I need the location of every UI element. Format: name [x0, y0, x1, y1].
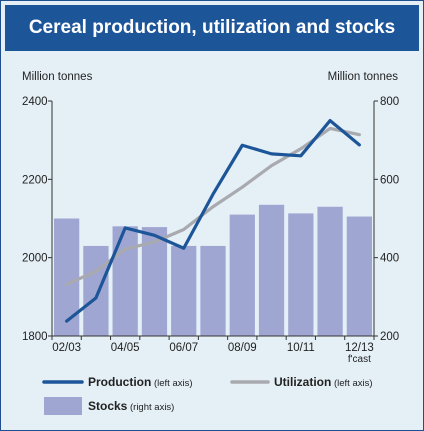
right-tick-label-400: 400	[380, 253, 399, 265]
left-tick-label-2000: 2000	[22, 253, 48, 265]
stocks-bar-12-13	[346, 216, 372, 336]
stocks-bar-08-09	[229, 214, 255, 336]
stocks-bar-11-12	[317, 206, 343, 336]
x-tick-label-08-09: 08/09	[228, 342, 257, 354]
stocks-bar-10-11	[288, 213, 314, 336]
stocks-bar-03-04	[83, 245, 109, 336]
right-tick-label-200: 200	[380, 331, 399, 343]
stocks-bar-06-07	[171, 245, 197, 336]
right-axis-label: Million tonnes	[328, 71, 399, 83]
stocks-bar-02-03	[54, 218, 80, 336]
x-tick-label-10-11: 10/11	[287, 342, 315, 354]
legend-production-label: Production (left axis)	[88, 375, 193, 389]
x-tick-label-06-07: 06/07	[169, 342, 198, 354]
stocks-bar-07-08	[200, 245, 226, 336]
stocks-bar-04-05	[112, 226, 138, 336]
left-tick-label-2400: 2400	[22, 96, 48, 108]
legend-stocks-swatch	[44, 397, 82, 415]
x-tick-sublabel-fcast: f'cast	[348, 354, 371, 365]
left-axis-label: Million tonnes	[22, 71, 93, 83]
production-line	[65, 118, 361, 323]
x-tick-label-02-03: 02/03	[52, 342, 81, 354]
x-tick-label-12-13: 12/13	[345, 342, 374, 354]
stocks-bar-09-10	[258, 204, 285, 336]
legend-stocks-label: Stocks (right axis)	[88, 399, 174, 413]
right-tick-label-800: 800	[380, 96, 399, 108]
legend-utilization-label: Utilization (left axis)	[274, 375, 373, 389]
title-bar: Cereal production, utilization and stock…	[5, 5, 419, 51]
left-tick-label-1800: 1800	[22, 331, 48, 343]
right-tick-label-600: 600	[380, 174, 399, 186]
left-tick-label-2200: 2200	[22, 174, 48, 186]
chart-title: Cereal production, utilization and stock…	[28, 17, 396, 38]
x-tick-label-04-05: 04/05	[111, 342, 140, 354]
